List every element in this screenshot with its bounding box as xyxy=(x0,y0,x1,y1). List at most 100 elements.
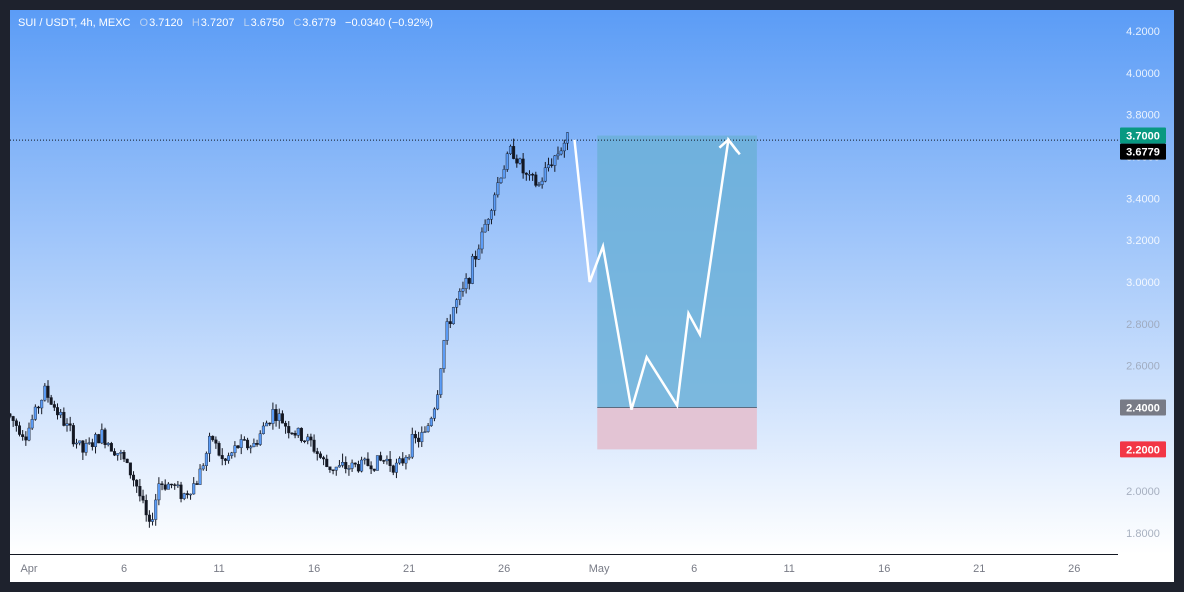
candle xyxy=(546,164,550,169)
candle xyxy=(379,455,383,461)
y-tick-label: 2.8000 xyxy=(1126,319,1160,331)
current-price-badge: 3.6779 xyxy=(1126,147,1160,159)
y-tick-label: 1.8000 xyxy=(1126,528,1160,540)
candle xyxy=(90,442,94,447)
candle xyxy=(470,256,474,284)
candle xyxy=(375,455,379,471)
price-chart[interactable]: Apr 6 11 16 21 26 May 6 11 16 21 26 1.8000 2.0000 2.20… xyxy=(10,10,1174,582)
candle xyxy=(236,445,240,448)
candle xyxy=(208,435,212,454)
candle xyxy=(328,466,332,470)
candle xyxy=(334,466,338,471)
candle xyxy=(271,409,275,424)
candle xyxy=(113,451,117,456)
candle xyxy=(274,409,278,421)
candle xyxy=(489,210,493,220)
x-tick-label: 6 xyxy=(691,563,697,575)
candle xyxy=(258,433,262,445)
candle xyxy=(445,321,449,341)
candle xyxy=(128,462,132,476)
candle xyxy=(252,443,256,448)
candle xyxy=(151,519,155,522)
candle xyxy=(230,452,234,456)
candle xyxy=(265,422,269,427)
candle xyxy=(97,434,101,444)
x-tick-label: 6 xyxy=(121,563,127,575)
y-tick-label: 2.6000 xyxy=(1126,361,1160,373)
y-tick-label: 3.2000 xyxy=(1126,235,1160,247)
candle xyxy=(204,453,208,466)
low-value: 3.6750 xyxy=(250,17,285,29)
candle xyxy=(356,464,360,472)
candle xyxy=(508,146,512,154)
candle xyxy=(52,404,56,408)
candle xyxy=(75,442,79,445)
stop-zone xyxy=(597,407,757,450)
candle xyxy=(43,385,47,401)
low-label: L xyxy=(243,17,250,29)
candle xyxy=(477,248,481,260)
candle xyxy=(27,427,31,441)
candle xyxy=(344,462,348,470)
candle xyxy=(125,458,129,463)
candle xyxy=(233,445,237,454)
chart-background xyxy=(10,10,1174,554)
candle xyxy=(87,442,91,444)
candle xyxy=(249,446,253,449)
candle xyxy=(505,153,509,170)
candle xyxy=(268,422,272,425)
y-tick-label: 3.8000 xyxy=(1126,110,1160,122)
candle xyxy=(217,443,221,456)
candle xyxy=(132,474,136,481)
candle xyxy=(439,368,443,395)
x-tick-label: 26 xyxy=(498,563,510,575)
candle xyxy=(166,483,170,490)
candle xyxy=(287,426,291,434)
candle xyxy=(173,484,177,486)
candle xyxy=(201,465,205,470)
open-value: 3.7120 xyxy=(149,17,183,29)
y-tick-label: 4.2000 xyxy=(1126,26,1160,38)
candle xyxy=(442,340,446,369)
candle xyxy=(189,493,193,496)
candle xyxy=(24,436,28,441)
candle xyxy=(192,483,196,495)
change-value: −0.0340 (−0.92%) xyxy=(345,17,434,29)
candle xyxy=(100,429,104,444)
candle xyxy=(303,440,307,443)
projection-path xyxy=(573,136,741,410)
candle xyxy=(521,158,525,174)
stop-price-badge-bg xyxy=(1120,441,1166,458)
candle xyxy=(182,493,186,499)
candle xyxy=(59,411,63,416)
candle xyxy=(325,458,329,467)
candle xyxy=(30,419,34,429)
candle xyxy=(553,155,557,166)
open-label: O xyxy=(139,17,149,29)
x-tick-label: 21 xyxy=(973,563,985,575)
candle xyxy=(353,462,357,465)
candle xyxy=(78,440,82,444)
chart-frame[interactable]: Apr 6 11 16 21 26 May 6 11 16 21 26 1.8000 2.0000 2.20… xyxy=(10,10,1174,582)
high-label: H xyxy=(191,17,200,29)
stop-price-badge: 2.2000 xyxy=(1126,444,1160,456)
candle xyxy=(227,455,231,461)
candle xyxy=(550,164,554,166)
candle xyxy=(211,435,215,441)
candle xyxy=(512,146,516,159)
candle xyxy=(420,432,424,443)
candle xyxy=(331,469,335,471)
target-price-badge-bg xyxy=(1120,127,1166,144)
candle xyxy=(322,457,326,460)
candle xyxy=(106,443,110,445)
candle xyxy=(318,453,322,458)
candle xyxy=(119,452,123,454)
candle xyxy=(347,468,351,470)
candle xyxy=(385,458,389,462)
candle xyxy=(94,434,98,447)
candle xyxy=(486,219,490,225)
candle xyxy=(284,422,288,427)
profit-zone xyxy=(597,135,757,408)
candle xyxy=(239,439,243,448)
candle xyxy=(350,462,354,469)
